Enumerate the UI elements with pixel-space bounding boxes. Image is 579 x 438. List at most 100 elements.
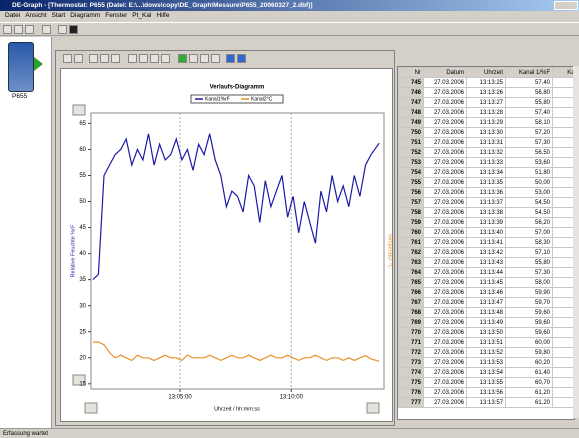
- chart-tool[interactable]: [189, 54, 198, 63]
- y-tick-label: 15: [79, 381, 86, 387]
- column-header[interactable]: Nr: [399, 68, 424, 78]
- column-header[interactable]: Uhrzeit: [467, 68, 506, 78]
- chart-tool[interactable]: [200, 54, 209, 63]
- menu-item[interactable]: Start: [52, 12, 66, 19]
- tool-open[interactable]: [14, 25, 23, 34]
- tool-play[interactable]: [58, 25, 67, 34]
- menu-item[interactable]: Pt_Kal: [132, 12, 151, 19]
- window-controls[interactable]: [554, 1, 578, 10]
- tool-save[interactable]: [25, 25, 34, 34]
- chart-tool[interactable]: [226, 54, 235, 63]
- chart-tool[interactable]: [89, 54, 98, 63]
- menu-item[interactable]: Datei: [5, 12, 20, 19]
- scroll-button[interactable]: [367, 403, 379, 413]
- table-cell: 59,60: [506, 328, 553, 338]
- table-cell: 19,70: [553, 278, 576, 288]
- table-cell: 27.03.2006: [424, 88, 467, 98]
- table-cell: 13:13:30: [467, 128, 506, 138]
- menu-item[interactable]: Ansicht: [25, 12, 46, 19]
- tool-new[interactable]: [3, 25, 12, 34]
- tool-record[interactable]: [69, 25, 78, 34]
- table-scrollbar[interactable]: [573, 66, 579, 418]
- app-window: DE-Graph - [Thermostat: P655 (Datei: E:\…: [0, 0, 579, 438]
- table-cell: 772: [399, 348, 424, 358]
- menu-item[interactable]: Hilfe: [156, 12, 169, 19]
- chart-tool[interactable]: [128, 54, 137, 63]
- table-cell: 755: [399, 178, 424, 188]
- chart-tool[interactable]: [178, 54, 187, 63]
- table-cell: 13:13:44: [467, 268, 506, 278]
- table-cell: 27.03.2006: [424, 198, 467, 208]
- y-tick-label: 35: [79, 277, 86, 283]
- chart-tool[interactable]: [161, 54, 170, 63]
- column-header[interactable]: Datum: [424, 68, 467, 78]
- table-cell: 20,30: [553, 198, 576, 208]
- table-cell: 60,70: [506, 378, 553, 388]
- chart-tool[interactable]: [111, 54, 120, 63]
- tool-list[interactable]: [42, 25, 51, 34]
- menu-item[interactable]: Diagramm: [70, 12, 100, 19]
- table-cell: 13:13:36: [467, 188, 506, 198]
- scroll-button[interactable]: [85, 403, 97, 413]
- table-cell: 13:13:43: [467, 258, 506, 268]
- device-icon[interactable]: [8, 42, 34, 92]
- chart-tool[interactable]: [63, 54, 72, 63]
- chart-tool[interactable]: [139, 54, 148, 63]
- y-tick-label: 20: [79, 355, 86, 361]
- chart-tool[interactable]: [237, 54, 246, 63]
- chart-tool[interactable]: [100, 54, 109, 63]
- table-cell: 27.03.2006: [424, 298, 467, 308]
- table-cell: 27.03.2006: [424, 118, 467, 128]
- table-cell: 27.03.2006: [424, 178, 467, 188]
- table-cell: 13:13:42: [467, 248, 506, 258]
- table-cell: 13:13:34: [467, 168, 506, 178]
- chart-tool[interactable]: [211, 54, 220, 63]
- table-cell: 13:13:56: [467, 388, 506, 398]
- table-cell: 19,40: [553, 328, 576, 338]
- menu-item[interactable]: Fenster: [105, 12, 127, 19]
- scroll-button[interactable]: [73, 105, 85, 115]
- table-cell: 13:13:57: [467, 398, 506, 408]
- column-header[interactable]: Kanal 1/%F: [506, 68, 553, 78]
- table-cell: 57,30: [506, 138, 553, 148]
- device-arrow: [34, 57, 43, 71]
- column-header[interactable]: Kanal 2/°C: [553, 68, 576, 78]
- chart-tool[interactable]: [74, 54, 83, 63]
- table-cell: 13:13:32: [467, 148, 506, 158]
- chart-tool[interactable]: [150, 54, 159, 63]
- table-cell: 27.03.2006: [424, 238, 467, 248]
